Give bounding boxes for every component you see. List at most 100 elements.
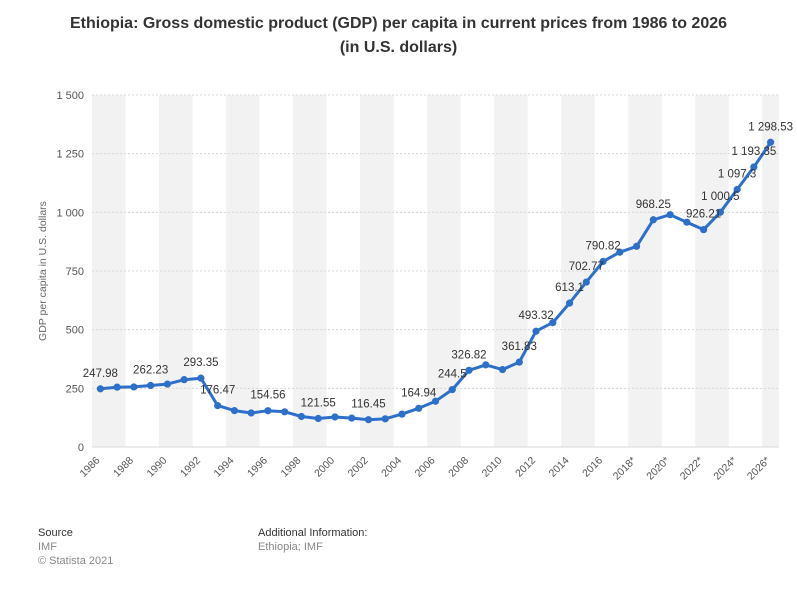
data-label: 790.82 [585,240,620,252]
data-point [264,407,272,415]
data-point [113,383,121,391]
data-label: 154.56 [250,390,285,402]
data-point [364,416,373,424]
data-label: 1 298.53 [748,121,793,133]
x-tick-label: 2014 [547,455,572,480]
x-tick-label: 2012 [513,455,538,480]
data-label: 1 097.3 [718,169,756,181]
data-point [465,366,473,374]
data-label: 244.5 [438,369,467,381]
background-band [494,95,528,447]
data-label: 293.35 [183,357,218,369]
data-point [163,380,172,388]
x-tick-label: 2026* [745,455,773,483]
data-point [297,412,306,421]
data-point [214,401,222,410]
data-point [431,397,440,405]
y-tick-label: 750 [66,266,84,278]
data-point [599,257,607,266]
source-value: IMF [38,541,57,553]
data-point [683,218,691,226]
x-tick-label: 2008 [446,455,471,480]
x-tick-label: 2010 [480,455,505,480]
data-point [381,415,389,423]
x-tick-label: 2006 [413,455,438,480]
data-point [96,385,104,393]
data-point [716,208,724,216]
data-point [515,358,523,366]
x-tick-label: 2016 [580,455,605,480]
data-label: 926.21 [686,209,721,221]
data-labels: 247.98 262.23 293.35 176.47 154.56 121.55 116.… [83,121,793,410]
y-axis-ticks: 0 250 500 750 1 000 1 250 1 500 [56,90,84,454]
y-tick-label: 500 [66,325,84,337]
source-label: Source [38,527,73,539]
chart-title-line2: (in U.S. dollars) [339,39,458,56]
data-point [632,242,641,250]
x-tick-label: 1990 [145,455,170,480]
data-label: 493.32 [518,310,553,322]
x-tick-label: 2022* [678,455,706,483]
data-label: 176.47 [200,385,235,397]
background-band [762,95,779,447]
x-tick-label: 2000 [312,455,337,480]
data-point [415,404,423,412]
data-label: 116.45 [351,399,385,411]
data-point [498,365,507,374]
data-label: 1 193.35 [731,146,776,158]
y-tick-label: 1 500 [56,90,84,102]
x-tick-label: 2024* [711,455,739,483]
x-tick-label: 1998 [279,455,304,480]
data-label: 121.55 [301,397,336,409]
y-tick-label: 1 000 [56,207,84,219]
y-tick-label: 0 [78,442,84,454]
y-tick-label: 250 [66,383,84,395]
data-point [767,138,775,146]
data-point [230,407,239,415]
additional-info-block: Additional Information: Ethiopia; IMF [258,526,367,554]
source-block: Source IMF © Statista 2021 [38,526,113,568]
data-series [96,138,775,424]
x-tick-label: 2018* [611,455,639,483]
data-point [247,409,255,417]
x-axis-ticks: 1986 1988 1990 1992 1994 1996 1998 2000 2002 2004… [77,455,772,483]
data-point [147,381,155,390]
data-point [180,376,188,384]
x-tick-label: 1988 [111,455,136,480]
x-tick-label: 1994 [212,455,237,480]
x-tick-label: 1992 [178,455,203,480]
data-label: 613.1 [555,282,584,294]
chart-title: Ethiopia: Gross domestic product (GDP) p… [0,12,797,60]
data-label: 361.83 [502,341,537,353]
data-label: 702.77 [569,261,604,273]
copyright: © Statista 2021 [38,555,114,567]
data-point [281,408,289,416]
y-tick-label: 1 250 [56,149,84,161]
data-label: 968.25 [636,199,671,211]
data-point [197,374,205,382]
x-tick-label: 2004 [379,455,404,480]
data-label: 164.94 [401,387,437,399]
data-point [733,185,741,194]
data-point [666,211,674,219]
data-point [482,361,490,369]
x-tick-label: 2002 [346,455,371,480]
data-point [314,414,322,423]
data-point [532,327,540,335]
data-point [616,248,624,256]
data-point [398,410,406,418]
data-label: 1 000.5 [701,191,739,203]
data-point [699,226,708,234]
data-label: 262.23 [133,364,168,376]
data-point [750,163,758,171]
data-point [582,278,590,286]
data-point [348,414,356,422]
data-label: 326.82 [451,349,486,361]
data-point [331,413,339,421]
additional-info-value: Ethiopia; IMF [258,541,323,553]
data-label: 247.98 [83,368,118,380]
additional-info-label: Additional Information: [258,527,368,539]
x-tick-label: 1996 [245,455,270,480]
data-point [549,319,557,327]
